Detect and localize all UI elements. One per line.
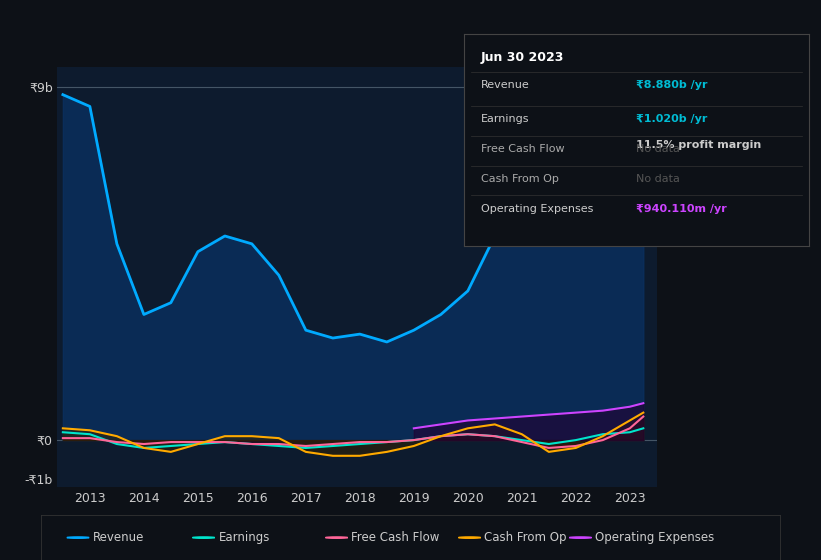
Text: ₹940.110m /yr: ₹940.110m /yr: [636, 204, 727, 214]
Circle shape: [325, 537, 348, 538]
Text: ₹1.020b /yr: ₹1.020b /yr: [636, 114, 708, 124]
Text: ₹8.880b /yr: ₹8.880b /yr: [636, 81, 708, 90]
Text: Earnings: Earnings: [481, 114, 530, 124]
Text: No data: No data: [636, 144, 680, 154]
Text: Operating Expenses: Operating Expenses: [595, 531, 714, 544]
Circle shape: [67, 537, 89, 538]
Circle shape: [458, 537, 481, 538]
Text: Free Cash Flow: Free Cash Flow: [351, 531, 440, 544]
Text: Free Cash Flow: Free Cash Flow: [481, 144, 565, 154]
Text: Cash From Op: Cash From Op: [484, 531, 566, 544]
Text: Cash From Op: Cash From Op: [481, 174, 559, 184]
Text: No data: No data: [636, 174, 680, 184]
Circle shape: [193, 537, 215, 538]
Text: Earnings: Earnings: [218, 531, 270, 544]
Text: Operating Expenses: Operating Expenses: [481, 204, 594, 214]
Text: Jun 30 2023: Jun 30 2023: [481, 50, 565, 64]
Circle shape: [570, 537, 591, 538]
Text: Revenue: Revenue: [93, 531, 144, 544]
Text: 11.5% profit margin: 11.5% profit margin: [636, 140, 762, 150]
Text: Revenue: Revenue: [481, 81, 530, 90]
